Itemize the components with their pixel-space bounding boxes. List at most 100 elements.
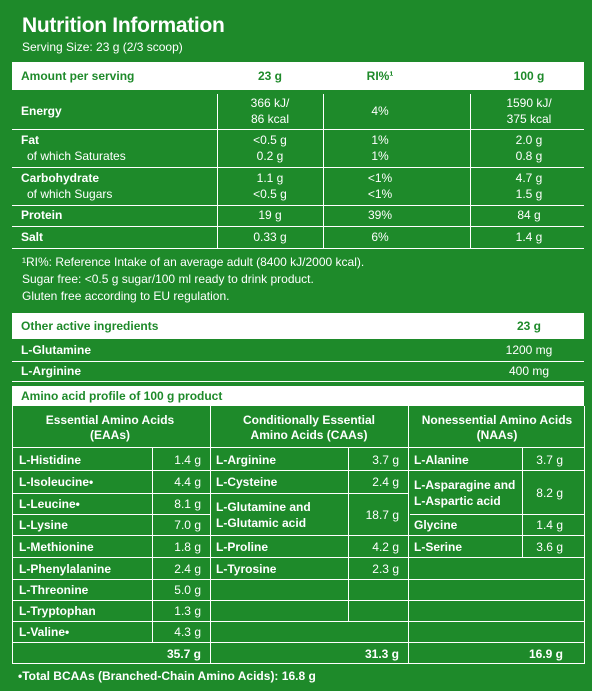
column-divider xyxy=(584,406,585,664)
footnote-gluten: Gluten free according to EU regulation. xyxy=(22,289,230,303)
row-fat: Fat <0.5 g 1% 2.0 g of which Saturates 0… xyxy=(12,132,584,166)
divider xyxy=(12,361,584,362)
row-glutamine: L-Glutamine 1200 mg xyxy=(12,342,584,360)
amino-name: L-Methionine xyxy=(19,540,94,554)
energy-kcal-100g: 375 kcal xyxy=(506,112,552,126)
divider xyxy=(12,600,584,601)
sugars-label: of which Sugars xyxy=(27,187,113,201)
amino-name: L-Phenylalanine xyxy=(19,562,112,576)
row-carbohydrate: Carbohydrate 1.1 g <1% 4.7 g of which Su… xyxy=(12,170,584,204)
caa-header-line1: Conditionally Essential xyxy=(242,413,376,427)
divider xyxy=(12,205,584,206)
column-divider xyxy=(210,406,211,664)
column-divider xyxy=(408,406,409,664)
divider xyxy=(12,621,584,622)
bcaa-note: •Total BCAAs (Branched-Chain Amino Acids… xyxy=(18,669,316,683)
column-divider xyxy=(348,447,349,621)
protein-label: Protein xyxy=(21,208,63,222)
divider xyxy=(12,167,584,168)
divider xyxy=(12,470,584,471)
fat-ri: 1% xyxy=(371,133,389,147)
column-divider xyxy=(217,94,218,248)
amino-profile-title: Amino acid profile of 100 g product xyxy=(21,389,223,403)
fat-100g: 2.0 g xyxy=(515,133,543,147)
amino-name: L-Cysteine xyxy=(216,475,278,489)
amino-name: L-Glutamic acid xyxy=(216,516,307,530)
sugars-23g: <0.5 g xyxy=(253,187,287,201)
glutamine-label: L-Glutamine xyxy=(21,343,92,357)
column-divider xyxy=(323,94,324,248)
amino-value: 2.4 g xyxy=(372,475,399,489)
carbohydrate-100g: 4.7 g xyxy=(515,171,543,185)
salt-ri: 6% xyxy=(371,230,389,244)
eaa-header-line1: Essential Amino Acids xyxy=(45,413,175,427)
divider xyxy=(12,579,584,580)
energy-kj-100g: 1590 kJ/ xyxy=(506,96,552,110)
column-divider xyxy=(152,447,153,642)
amino-name: L-Proline xyxy=(216,540,269,554)
naa-header: Nonessential Amino Acids (NAAs) xyxy=(410,413,584,443)
amino-value: 3.6 g xyxy=(536,540,563,554)
caa-header: Conditionally Essential Amino Acids (CAA… xyxy=(210,413,408,443)
amino-name: Glycine xyxy=(414,518,458,532)
glutamine-value: 1200 mg xyxy=(505,343,553,357)
other-ingredients-header: Other active ingredients 23 g xyxy=(12,313,584,339)
saturates-ri: 1% xyxy=(371,149,389,163)
carbohydrate-23g: 1.1 g xyxy=(256,171,284,185)
amino-value: 8.2 g xyxy=(536,486,563,500)
amino-name: L-Asparagine and xyxy=(414,478,516,492)
energy-kj-23g: 366 kJ/ xyxy=(250,96,290,110)
amino-name: L-Isoleucine• xyxy=(19,475,94,489)
amino-name: L-Histidine xyxy=(19,453,81,467)
amino-name: L-Lysine xyxy=(19,518,68,532)
arginine-value: 400 mg xyxy=(508,364,550,378)
divider xyxy=(12,535,584,536)
fat-label: Fat xyxy=(21,133,39,147)
salt-100g: 1.4 g xyxy=(515,230,543,244)
header-col-100g: 100 g xyxy=(513,69,545,83)
amino-value: 18.7 g xyxy=(365,508,399,522)
amino-value: 2.4 g xyxy=(174,562,201,576)
saturates-label: of which Saturates xyxy=(27,149,126,163)
divider xyxy=(12,129,584,130)
salt-label: Salt xyxy=(21,230,44,244)
naa-header-line2: (NAAs) xyxy=(476,428,518,442)
carbohydrate-label: Carbohydrate xyxy=(21,171,100,185)
amino-value: 3.7 g xyxy=(372,453,399,467)
energy-ri: 4% xyxy=(371,104,389,118)
amino-name: L-Alanine xyxy=(414,453,469,467)
divider xyxy=(12,493,210,494)
amino-name: L-Valine• xyxy=(19,625,70,639)
amino-value: 4.2 g xyxy=(372,540,399,554)
energy-label: Energy xyxy=(21,104,62,118)
caa-header-line2: Amino Acids (CAAs) xyxy=(250,428,368,442)
nutrition-table-header: Amount per serving 23 g RI%¹ 100 g xyxy=(12,62,584,90)
sugars-ri: <1% xyxy=(367,187,393,201)
saturates-23g: 0.2 g xyxy=(256,149,284,163)
saturates-100g: 0.8 g xyxy=(515,149,543,163)
row-energy: Energy 366 kJ/ 86 kcal 4% 1590 kJ/ 375 k… xyxy=(12,94,584,128)
amino-name: L-Serine xyxy=(414,540,463,554)
header-col-ri: RI%¹ xyxy=(366,69,394,83)
divider xyxy=(12,447,584,448)
naa-header-line1: Nonessential Amino Acids xyxy=(421,413,573,427)
salt-23g: 0.33 g xyxy=(253,230,287,244)
fat-23g: <0.5 g xyxy=(253,133,287,147)
amino-value: 1.3 g xyxy=(174,604,201,618)
eaa-total: 35.7 g xyxy=(166,647,201,661)
footnote-sugar: Sugar free: <0.5 g sugar/100 ml ready to… xyxy=(22,272,314,286)
amino-name: L-Arginine xyxy=(216,453,276,467)
caa-total: 31.3 g xyxy=(364,647,399,661)
sugars-100g: 1.5 g xyxy=(515,187,543,201)
divider xyxy=(12,557,584,558)
amino-value: 2.3 g xyxy=(372,562,399,576)
naa-total: 16.9 g xyxy=(528,647,563,661)
divider xyxy=(12,663,584,664)
column-divider xyxy=(522,447,523,557)
row-protein: Protein 19 g 39% 84 g xyxy=(12,207,584,225)
amino-value: 4.3 g xyxy=(174,625,201,639)
amino-value: 1.4 g xyxy=(174,453,201,467)
amino-value: 1.8 g xyxy=(174,540,201,554)
eaa-header: Essential Amino Acids (EAAs) xyxy=(12,413,208,443)
